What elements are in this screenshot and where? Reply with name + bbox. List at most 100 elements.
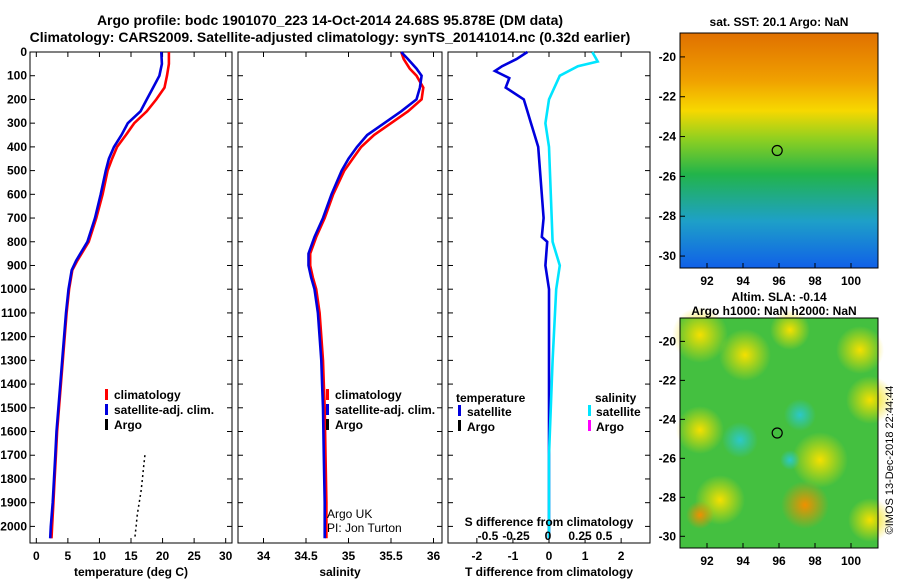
map-x-tick-label: 92 <box>700 554 714 568</box>
panel-frame-2 <box>237 51 443 544</box>
x-tick-label: 1 <box>582 549 589 563</box>
map-title-sst: sat. SST: 20.1 Argo: NaN <box>710 15 849 29</box>
credit-text: ©IMOS 13-Dec-2018 22:44:44 <box>884 386 896 535</box>
x-axis-label: temperature (deg C) <box>74 565 188 579</box>
legend-label: satellite <box>467 405 512 419</box>
map-x-tick-label: 98 <box>808 274 822 288</box>
legend-swatch <box>105 419 108 430</box>
y-tick-label: 1500 <box>0 401 27 415</box>
series-line-satellite-adj-clim- <box>48 51 164 539</box>
series-line-argo <box>134 455 146 539</box>
y-tick-label: 1900 <box>0 496 27 510</box>
series-line-climatology <box>308 51 425 539</box>
map-y-tick-label: -24 <box>659 412 677 426</box>
y-tick-label: 1300 <box>0 353 27 367</box>
map-y-tick-label: -20 <box>659 334 677 348</box>
secondary-tick-label: 0.5 <box>596 529 613 543</box>
sla-blob <box>676 406 724 454</box>
y-tick-label: 1600 <box>0 425 27 439</box>
map-y-tick-label: -22 <box>659 373 677 387</box>
sla-blob <box>672 307 728 363</box>
y-tick-label: 300 <box>7 116 27 130</box>
map-y-tick-label: -22 <box>659 90 677 104</box>
legend-label: satellite-adj. clim. <box>335 403 435 417</box>
map-y-tick-label: -26 <box>659 169 677 183</box>
x-tick-label: 25 <box>187 549 201 563</box>
legend-label: Argo <box>596 420 624 434</box>
legend-label: Argo <box>467 420 495 434</box>
argo-location-marker <box>771 144 783 157</box>
x-tick-label: 10 <box>93 549 107 563</box>
map-y-tick-label: -26 <box>659 451 677 465</box>
x-tick-label: 20 <box>156 549 170 563</box>
legend-swatch <box>326 404 329 415</box>
series-line-salinity-satellite <box>544 51 600 539</box>
x-tick-label: 0 <box>546 549 553 563</box>
sla-blob <box>781 481 829 529</box>
secondary-tick-label: -0.5 <box>478 529 499 543</box>
series-line-satellite-adj-clim- <box>307 51 423 539</box>
map-x-tick-label: 92 <box>700 274 714 288</box>
x-tick-label: 2 <box>618 549 625 563</box>
sla-low-blob <box>784 399 816 431</box>
annotation-text: PI: Jon Turton <box>327 521 402 535</box>
map-y-tick-label: -28 <box>659 490 677 504</box>
y-tick-label: 1100 <box>1 306 27 320</box>
map-x-tick-label: 100 <box>841 554 861 568</box>
legend-title-temperature: temperature <box>456 391 526 405</box>
map-x-tick-label: 100 <box>841 274 861 288</box>
secondary-tick-label: 0.25 <box>568 529 592 543</box>
y-tick-label: 1800 <box>0 472 27 486</box>
y-tick-label: 0 <box>20 45 27 59</box>
y-tick-label: 700 <box>7 211 27 225</box>
legend-swatch <box>458 405 461 416</box>
x-tick-label: 36 <box>427 549 441 563</box>
x-tick-label: 5 <box>65 549 72 563</box>
sla-blob <box>848 498 892 542</box>
y-tick-label: 100 <box>7 69 27 83</box>
legend-label: Argo <box>114 418 142 432</box>
legend-swatch <box>105 404 108 415</box>
secondary-tick-label: 0 <box>545 529 552 543</box>
chart-title-line1: Argo profile: bodc 1901070_223 14-Oct-20… <box>96 12 564 28</box>
sla-low-blob <box>780 450 800 470</box>
map-title-sla: Altim. SLA: -0.14 <box>731 290 827 304</box>
map-y-tick-label: -24 <box>659 130 677 144</box>
y-tick-label: 1200 <box>0 330 27 344</box>
y-tick-label: 1700 <box>0 448 27 462</box>
x-tick-label: 34.5 <box>294 549 318 563</box>
sla-blob <box>686 501 714 529</box>
legend-label: satellite-adj. clim. <box>114 403 214 417</box>
x-tick-label: -1 <box>508 549 519 563</box>
y-tick-label: 500 <box>7 164 27 178</box>
x-axis-label: salinity <box>319 565 361 579</box>
secondary-tick-label: -0.25 <box>502 529 530 543</box>
legend-label: climatology <box>335 388 402 402</box>
x-axis-label: T difference from climatology <box>465 565 633 579</box>
x-tick-label: 15 <box>124 549 138 563</box>
legend-label: satellite <box>596 405 641 419</box>
y-tick-label: 1400 <box>0 377 27 391</box>
y-tick-label: 200 <box>7 92 27 106</box>
map-subtitle-sla: Argo h1000: NaN h2000: NaN <box>691 304 856 318</box>
y-tick-label: 400 <box>7 140 27 154</box>
sla-blob <box>719 329 771 381</box>
map-x-tick-label: 94 <box>736 554 750 568</box>
secondary-axis-title: S difference from climatology <box>465 515 634 529</box>
y-tick-label: 600 <box>7 187 27 201</box>
map-y-tick-label: -30 <box>659 529 677 543</box>
map-panel-1 <box>679 32 879 269</box>
x-tick-label: -2 <box>472 549 483 563</box>
x-tick-label: 35.5 <box>379 549 403 563</box>
sst-heatmap <box>680 33 878 268</box>
map-x-tick-label: 98 <box>808 554 822 568</box>
chart-title-line2: Climatology: CARS2009. Satellite-adjuste… <box>29 29 631 45</box>
map-y-tick-label: -30 <box>659 249 677 263</box>
x-tick-label: 35 <box>342 549 356 563</box>
legend-swatch <box>326 419 329 430</box>
legend-swatch <box>326 389 329 400</box>
legend-label: Argo <box>335 418 363 432</box>
y-tick-label: 800 <box>7 235 27 249</box>
legend-swatch <box>588 405 591 416</box>
